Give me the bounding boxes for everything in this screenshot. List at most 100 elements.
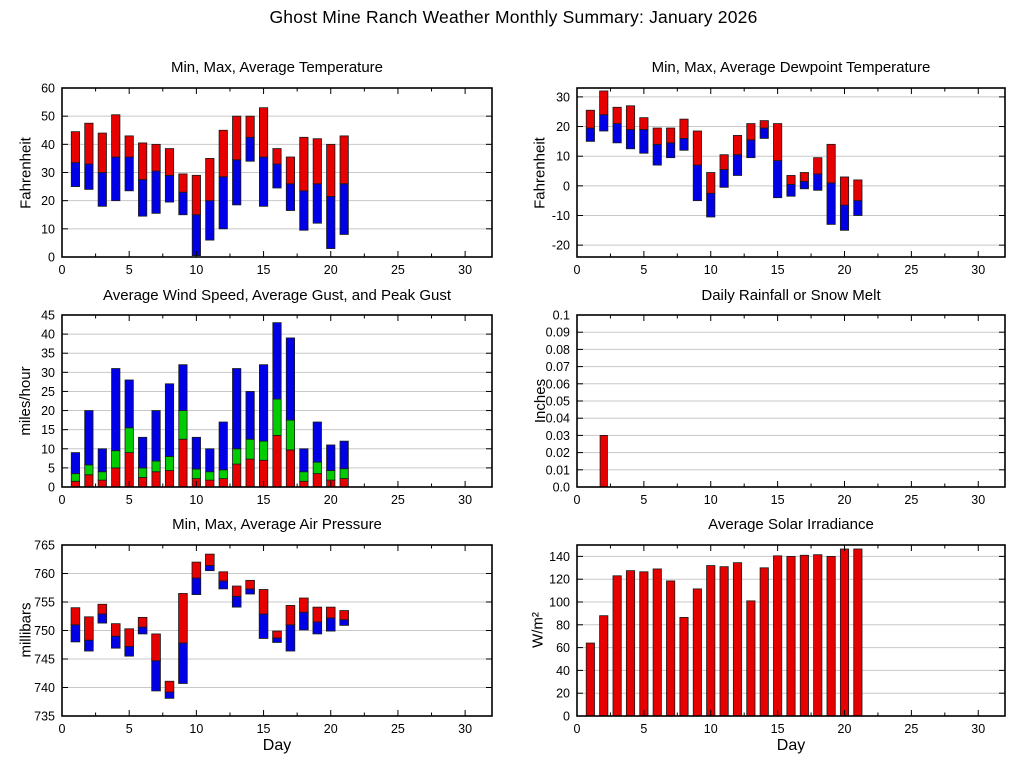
chart-title-rainfall: Daily Rainfall or Snow Melt bbox=[701, 287, 881, 304]
bar-value bbox=[625, 570, 636, 717]
bar-avg-to-max bbox=[178, 593, 188, 644]
bar-avg-to-max bbox=[164, 680, 175, 693]
chart-title-wind: Average Wind Speed, Average Gust, and Pe… bbox=[103, 287, 451, 304]
x-tick-label: 10 bbox=[704, 722, 718, 736]
plot-area-pressure: 0 5 10 15 20 25 30 735 740 745 750 755 760 765 bbox=[34, 539, 493, 736]
bar-avg-to-max bbox=[70, 131, 81, 164]
bar-min-to-avg bbox=[70, 162, 81, 187]
y-tick-label: 0 bbox=[48, 251, 55, 265]
bar-avg-to-max bbox=[205, 158, 215, 202]
x-axis-label-solar: Day bbox=[776, 737, 806, 754]
bar-avg-to-max bbox=[205, 553, 215, 566]
y-tick-label: 765 bbox=[34, 539, 55, 553]
bar-min-to-avg bbox=[652, 143, 662, 166]
bar-min-to-avg bbox=[679, 138, 689, 151]
bar-min-to-avg bbox=[325, 617, 336, 632]
plot-area-wind: 0 5 10 15 20 25 30 0 5 10 15 20 25 30 35 40 45 bbox=[41, 309, 493, 507]
bar-min-to-avg bbox=[666, 142, 676, 159]
bar-avg-to-max bbox=[285, 605, 296, 626]
x-tick-label: 20 bbox=[324, 493, 338, 507]
x-tick-label: 0 bbox=[574, 263, 581, 277]
bar-value bbox=[826, 555, 836, 717]
x-tick-label: 30 bbox=[971, 493, 985, 507]
bar-avg-to-max bbox=[231, 585, 242, 597]
x-tick-label: 10 bbox=[189, 722, 203, 736]
bar-peak-gust bbox=[164, 383, 175, 457]
bar-min-to-avg bbox=[813, 173, 823, 191]
bar-avg-gust bbox=[299, 471, 309, 482]
bar-value bbox=[732, 562, 743, 717]
bar-min-to-avg bbox=[285, 183, 296, 211]
y-tick-label: 40 bbox=[41, 328, 55, 342]
bar-avg-to-max bbox=[312, 606, 323, 623]
bar-avg-gust bbox=[138, 467, 148, 478]
bar-value bbox=[853, 548, 863, 717]
bar-min-to-avg bbox=[191, 577, 202, 595]
bar-avg-to-max bbox=[97, 132, 107, 173]
bar-avg-to-max bbox=[339, 610, 349, 621]
x-tick-label: 30 bbox=[971, 263, 985, 277]
bar-avg-gust bbox=[205, 471, 215, 481]
bar-value bbox=[773, 555, 783, 717]
chart-title-solar: Average Solar Irradiance bbox=[708, 516, 874, 533]
bar-min-to-avg bbox=[339, 183, 349, 235]
bar-avg-wind-speed bbox=[178, 438, 188, 488]
bar-avg-wind-speed bbox=[97, 479, 107, 488]
bar-min-to-avg bbox=[97, 172, 107, 207]
bar-avg-to-max bbox=[138, 142, 148, 180]
bar-avg-to-max bbox=[612, 106, 622, 124]
bar-min-to-avg bbox=[853, 200, 863, 216]
bar-peak-gust bbox=[339, 440, 349, 470]
x-tick-label: 20 bbox=[324, 722, 338, 736]
bar-avg-to-max bbox=[258, 589, 269, 615]
bar-avg-to-max bbox=[191, 561, 202, 579]
bar-min-to-avg bbox=[178, 191, 188, 216]
x-tick-label: 20 bbox=[838, 263, 852, 277]
bar-min-to-avg bbox=[178, 642, 188, 684]
bar-avg-to-max bbox=[137, 616, 148, 628]
bar-avg-to-max bbox=[799, 172, 809, 182]
y-tick-label: 100 bbox=[549, 596, 570, 610]
bar-peak-gust bbox=[258, 364, 269, 442]
x-tick-label: 30 bbox=[971, 722, 985, 736]
y-tick-label: 0 bbox=[563, 179, 570, 193]
bar-min-to-avg bbox=[111, 156, 121, 202]
bar-min-to-avg bbox=[272, 163, 282, 189]
bar-peak-gust bbox=[205, 448, 215, 473]
x-tick-label: 25 bbox=[904, 263, 918, 277]
bar-avg-to-max bbox=[258, 107, 269, 158]
plot-frame bbox=[576, 544, 1006, 717]
bar-avg-gust bbox=[339, 468, 349, 479]
y-tick-label: 0.02 bbox=[546, 446, 570, 460]
bar-min-to-avg bbox=[70, 624, 81, 643]
bar-peak-gust bbox=[299, 448, 309, 473]
bar-min-to-avg bbox=[258, 613, 269, 639]
bar-min-to-avg bbox=[585, 127, 595, 142]
bar-avg-to-max bbox=[164, 148, 175, 176]
bar-min-to-avg bbox=[164, 174, 175, 203]
y-tick-label: 740 bbox=[34, 681, 55, 695]
bar-avg-gust bbox=[191, 468, 201, 479]
bar-avg-gust bbox=[97, 471, 107, 481]
plot-area-solar: 0 5 10 15 20 25 30 0 20 40 60 80 100 120 140 bbox=[549, 544, 1006, 736]
bar-min-to-avg bbox=[639, 129, 649, 154]
x-tick-label: 5 bbox=[640, 263, 647, 277]
y-tick-label: 0.08 bbox=[546, 343, 570, 357]
y-tick-label: 0.07 bbox=[546, 360, 570, 374]
bar-avg-to-max bbox=[312, 138, 322, 185]
x-tick-label: 5 bbox=[126, 493, 133, 507]
bar-avg-to-max bbox=[218, 129, 228, 178]
bar-avg-to-max bbox=[339, 135, 349, 185]
y-tick-label: -20 bbox=[552, 239, 570, 253]
plot-area-temperature: 0 5 10 15 20 25 30 0 10 20 30 40 50 60 bbox=[41, 82, 493, 277]
x-tick-label: 25 bbox=[391, 263, 405, 277]
bar-min-to-avg bbox=[191, 214, 201, 256]
x-tick-label: 15 bbox=[257, 722, 271, 736]
y-tick-label: 35 bbox=[41, 347, 55, 361]
x-tick-label: 0 bbox=[59, 722, 66, 736]
x-tick-label: 0 bbox=[59, 263, 66, 277]
bar-avg-wind-speed bbox=[111, 467, 121, 488]
bar-min-to-avg bbox=[124, 646, 134, 657]
y-tick-label: 760 bbox=[34, 567, 55, 581]
